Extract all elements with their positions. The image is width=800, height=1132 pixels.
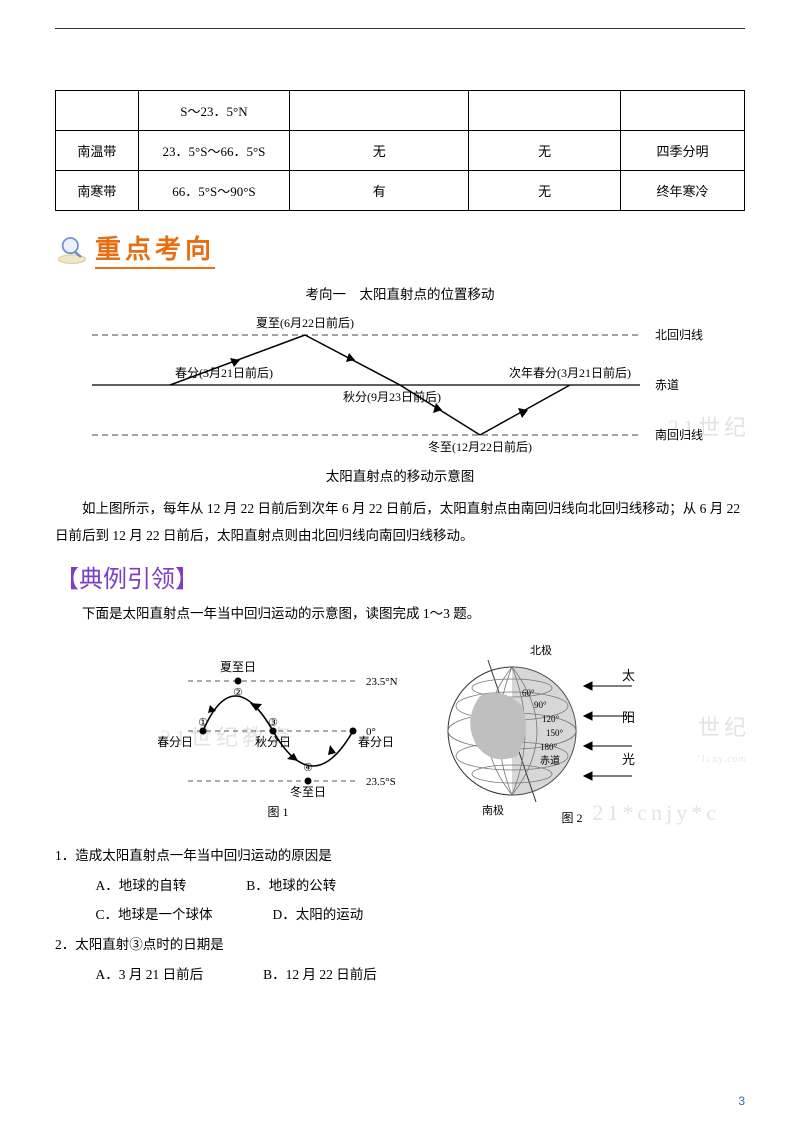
table-cell: 终年寒冷	[620, 171, 744, 211]
svg-text:南极: 南极	[482, 803, 504, 817]
svg-text:南回归线: 南回归线	[655, 427, 703, 442]
table-cell: 66．5°S～90°S	[138, 171, 290, 211]
q1-option-d: D．太阳的运动	[273, 900, 364, 930]
q1-option-a: A．地球的自转	[96, 871, 187, 901]
svg-text:23.5°N: 23.5°N	[366, 676, 398, 688]
svg-text:太: 太	[622, 668, 635, 683]
svg-text:春分日: 春分日	[158, 735, 193, 749]
q1-option-b: B．地球的公转	[246, 871, 336, 901]
table-cell: S～23．5°N	[138, 91, 290, 131]
diagram1-caption: 太阳直射点的移动示意图	[55, 465, 745, 485]
svg-text:冬至(12月22日前后): 冬至(12月22日前后)	[428, 439, 532, 454]
question-1-stem: 1．造成太阳直射点一年当中回归运动的原因是	[55, 841, 745, 871]
table-cell: 四季分明	[620, 131, 744, 171]
magnifier-icon	[55, 232, 89, 266]
svg-text:秋分(9月23日前后): 秋分(9月23日前后)	[343, 389, 441, 404]
table-cell: 南温带	[56, 131, 139, 171]
svg-text:④: ④	[303, 762, 313, 774]
q1-option-c: C．地球是一个球体	[96, 900, 213, 930]
svg-text:光: 光	[622, 752, 635, 767]
table-cell	[620, 91, 744, 131]
svg-text:②: ②	[233, 687, 243, 699]
svg-text:0°: 0°	[366, 726, 376, 738]
svg-text:秋分日: 秋分日	[255, 735, 291, 749]
svg-text:春分(3月21日前后): 春分(3月21日前后)	[175, 365, 273, 380]
svg-text:150°: 150°	[546, 728, 564, 738]
question-intro: 下面是太阳直射点一年当中回归运动的示意图，读图完成 1～3 题。	[55, 602, 745, 622]
svg-text:夏至(6月22日前后): 夏至(6月22日前后)	[256, 315, 354, 330]
key-points-heading: 重点考向	[55, 229, 745, 269]
example-heading: 【典例引领】	[55, 559, 745, 594]
table-cell: 23．5°S～66．5°S	[138, 131, 290, 171]
svg-text:夏至日: 夏至日	[220, 660, 256, 674]
svg-text:①: ①	[198, 717, 208, 729]
temperature-zones-table: S～23．5°N 南温带 23．5°S～66．5°S 无 无 四季分明 南寒带 …	[55, 90, 745, 211]
svg-text:90°: 90°	[534, 700, 547, 710]
figure-1: 夏至日 春分日 秋分日 冬至日 春分日 ① ② ③ ④ 23.5°N 0° 23…	[158, 641, 398, 826]
svg-text:23.5°S: 23.5°S	[366, 776, 396, 788]
sun-direct-point-diagram: 夏至(6月22日前后) 春分(3月21日前后) 秋分(9月23日前后) 冬至(1…	[80, 311, 720, 461]
svg-text:冬至日: 冬至日	[290, 784, 326, 799]
svg-text:60°: 60°	[522, 688, 535, 698]
table-cell	[56, 91, 139, 131]
table-cell: 无	[469, 171, 621, 211]
svg-text:图 2: 图 2	[561, 811, 582, 825]
q2-option-b: B．12 月 22 日前后	[263, 960, 377, 990]
svg-text:图 1: 图 1	[267, 805, 288, 819]
svg-text:③: ③	[268, 717, 278, 729]
header-rule	[55, 28, 745, 29]
svg-text:北极: 北极	[530, 643, 552, 657]
table-cell: 有	[290, 171, 469, 211]
svg-text:阳: 阳	[622, 710, 635, 725]
explanation-paragraph: 如上图所示，每年从 12 月 22 日前后到次年 6 月 22 日前后，太阳直射…	[55, 495, 745, 549]
q2-option-a: A．3 月 21 日前后	[96, 960, 204, 990]
svg-text:180°: 180°	[540, 742, 558, 752]
table-cell	[469, 91, 621, 131]
svg-text:次年春分(3月21日前后): 次年春分(3月21日前后)	[509, 365, 631, 380]
topic-heading: 考向一 太阳直射点的位置移动	[55, 283, 745, 303]
key-points-title: 重点考向	[95, 229, 215, 269]
svg-text:赤道: 赤道	[655, 378, 679, 392]
table-cell	[290, 91, 469, 131]
table-cell: 南寒带	[56, 171, 139, 211]
svg-text:春分日: 春分日	[358, 735, 394, 749]
page-number: 3	[738, 1094, 745, 1108]
svg-text:赤道: 赤道	[540, 754, 560, 767]
svg-text:120°: 120°	[542, 714, 560, 724]
svg-text:北回归线: 北回归线	[655, 328, 703, 342]
watermark: 世纪'1cny.com	[698, 710, 750, 768]
figure-2: 60° 90° 120° 150° 180° 太 阳 光 北极 南极 赤道 图 …	[422, 636, 642, 831]
table-cell: 无	[290, 131, 469, 171]
table-cell: 无	[469, 131, 621, 171]
question-2-stem: 2．太阳直射③点时的日期是	[55, 930, 745, 960]
